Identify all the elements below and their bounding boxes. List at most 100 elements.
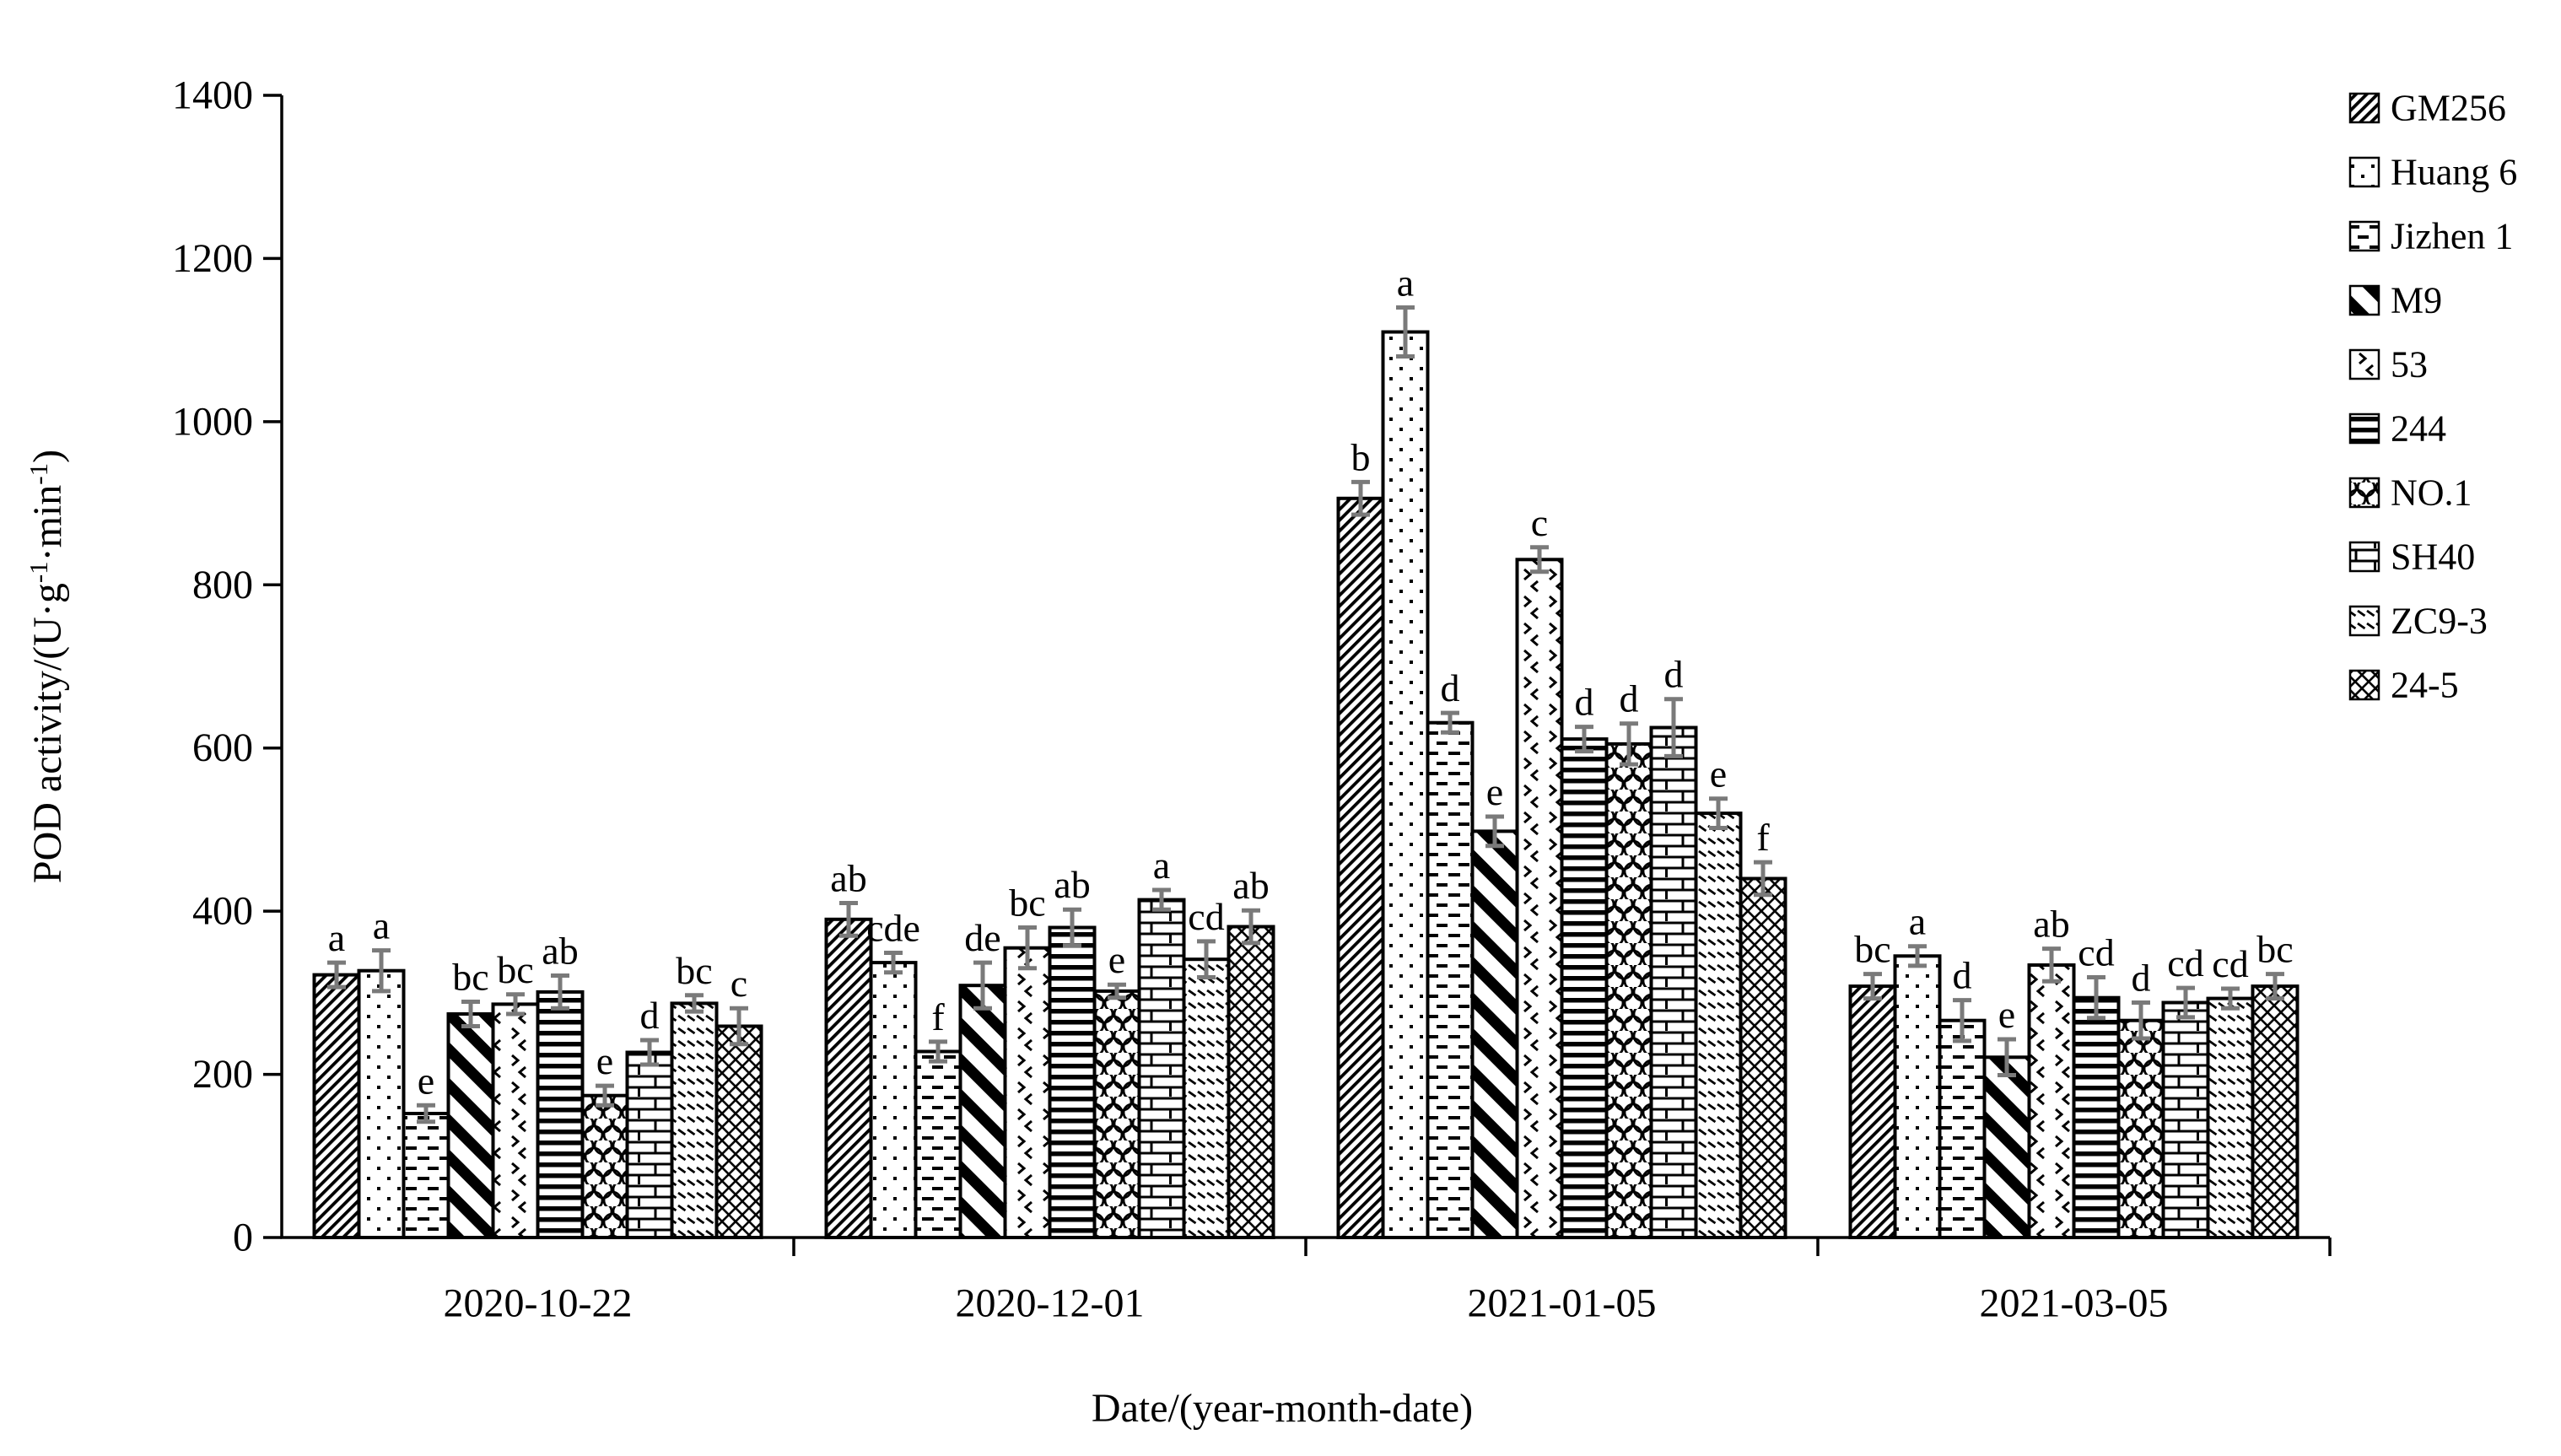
error-bar-huang-6-2020-10-22 bbox=[372, 948, 391, 994]
legend-item-sh40: SH40 bbox=[2348, 537, 2475, 578]
x-category-label-2021-03-05: 2021-03-05 bbox=[1980, 1281, 2169, 1326]
sig-letter-244-2021-03-05: cd bbox=[2078, 931, 2114, 974]
legend-swatch-m9 bbox=[2348, 284, 2380, 316]
y-tick-label-400: 400 bbox=[192, 889, 253, 934]
error-bar-sh40-2021-03-05 bbox=[2176, 985, 2195, 1020]
legend-label-huang-6: Huang 6 bbox=[2391, 152, 2517, 193]
sig-letter-no-1-2020-12-01: e bbox=[1108, 938, 1125, 981]
error-bar-jizhen-1-2020-12-01 bbox=[929, 1039, 947, 1064]
sig-letter-53-2020-12-01: bc bbox=[1009, 882, 1045, 925]
legend-label-24-5: 24-5 bbox=[2391, 665, 2459, 706]
error-bar-zc9-3-2021-01-05 bbox=[1709, 796, 1728, 830]
sig-letter-sh40-2021-03-05: cd bbox=[2167, 941, 2203, 984]
error-bar-no-1-2021-03-05 bbox=[2132, 1000, 2150, 1041]
sig-letter-24-5-2021-01-05: f bbox=[1756, 816, 1770, 859]
legend-item-24-5: 24-5 bbox=[2348, 665, 2459, 706]
bar-huang-6-2020-12-01 bbox=[869, 961, 918, 1239]
y-tick-label-200: 200 bbox=[192, 1052, 253, 1097]
error-bar-244-2020-10-22 bbox=[551, 973, 569, 1011]
bar-sh40-2021-03-05 bbox=[2161, 1000, 2210, 1239]
legend-swatch-gm256 bbox=[2348, 92, 2380, 124]
sig-letter-m9-2020-10-22: bc bbox=[452, 956, 488, 999]
error-bar-huang-6-2021-01-05 bbox=[1396, 305, 1415, 359]
x-category-label-2021-01-05: 2021-01-05 bbox=[1468, 1281, 1657, 1326]
error-bar-m9-2020-10-22 bbox=[461, 1000, 480, 1028]
legend-item-m9: M9 bbox=[2348, 280, 2442, 321]
error-bar-53-2020-12-01 bbox=[1018, 925, 1037, 971]
error-bar-53-2020-10-22 bbox=[506, 992, 525, 1017]
bar-zc9-3-2021-01-05 bbox=[1694, 812, 1743, 1239]
sig-letter-zc9-3-2021-01-05: e bbox=[1710, 752, 1727, 795]
error-bar-244-2020-12-01 bbox=[1063, 907, 1081, 948]
sig-letter-53-2021-01-05: c bbox=[1531, 501, 1548, 544]
sig-letter-huang-6-2021-03-05: a bbox=[1909, 900, 1926, 943]
legend-item-244: 244 bbox=[2348, 408, 2446, 450]
error-bar-no-1-2020-10-22 bbox=[596, 1083, 614, 1108]
bar-zc9-3-2020-12-01 bbox=[1182, 957, 1231, 1239]
y-tick-label-1000: 1000 bbox=[172, 399, 253, 444]
error-bar-m9-2021-03-05 bbox=[1998, 1037, 2016, 1077]
bar-24-5-2021-01-05 bbox=[1739, 876, 1787, 1239]
bar-no-1-2020-10-22 bbox=[580, 1093, 629, 1239]
sig-letter-jizhen-1-2021-03-05: d bbox=[1953, 954, 1972, 997]
error-bar-huang-6-2021-03-05 bbox=[1908, 944, 1927, 968]
bar-no-1-2021-03-05 bbox=[2116, 1018, 2165, 1239]
legend-label-gm256: GM256 bbox=[2391, 88, 2506, 129]
sig-letter-huang-6-2020-10-22: a bbox=[373, 904, 390, 947]
error-bar-24-5-2020-12-01 bbox=[1242, 908, 1260, 946]
error-bar-no-1-2021-01-05 bbox=[1620, 721, 1638, 767]
bar-m9-2020-12-01 bbox=[958, 984, 1007, 1239]
error-bar-m9-2020-12-01 bbox=[973, 960, 992, 1011]
bar-m9-2021-03-05 bbox=[1982, 1055, 2031, 1240]
bar-53-2020-10-22 bbox=[491, 1002, 540, 1240]
sig-letter-no-1-2020-10-22: e bbox=[596, 1039, 613, 1082]
legend-label-no-1: NO.1 bbox=[2391, 472, 2472, 514]
bar-53-2020-12-01 bbox=[1003, 946, 1052, 1239]
bar-244-2020-10-22 bbox=[536, 990, 585, 1240]
bar-m9-2021-01-05 bbox=[1470, 829, 1519, 1240]
error-bar-gm256-2020-10-22 bbox=[327, 960, 346, 990]
sig-letter-244-2020-12-01: ab bbox=[1054, 863, 1090, 906]
bar-gm256-2021-03-05 bbox=[1848, 984, 1897, 1239]
y-tick-label-1200: 1200 bbox=[172, 236, 253, 281]
error-bar-24-5-2021-01-05 bbox=[1754, 860, 1772, 898]
y-tick-label-0: 0 bbox=[233, 1216, 253, 1260]
bar-53-2021-03-05 bbox=[2027, 963, 2076, 1239]
legend-label-m9: M9 bbox=[2391, 280, 2442, 321]
legend-swatch-53 bbox=[2348, 348, 2380, 380]
error-bar-gm256-2020-12-01 bbox=[839, 901, 858, 938]
bar-huang-6-2020-10-22 bbox=[357, 968, 406, 1239]
bar-244-2021-03-05 bbox=[2072, 995, 2121, 1239]
error-bar-sh40-2020-10-22 bbox=[640, 1038, 659, 1067]
sig-letter-24-5-2020-12-01: ab bbox=[1232, 864, 1269, 907]
sig-letter-huang-6-2021-01-05: a bbox=[1397, 262, 1414, 305]
sig-letter-244-2021-01-05: d bbox=[1575, 681, 1594, 724]
error-bar-jizhen-1-2021-01-05 bbox=[1441, 710, 1459, 735]
y-axis-title: POD activity/(U·g-1·min-1) bbox=[24, 450, 70, 883]
bar-24-5-2020-12-01 bbox=[1227, 925, 1275, 1239]
error-bar-24-5-2021-03-05 bbox=[2266, 972, 2284, 1001]
bar-sh40-2021-01-05 bbox=[1649, 725, 1698, 1239]
bar-gm256-2020-12-01 bbox=[824, 917, 873, 1240]
error-bar-no-1-2020-12-01 bbox=[1108, 982, 1126, 1000]
sig-letter-244-2020-10-22: ab bbox=[542, 930, 578, 973]
bar-huang-6-2021-01-05 bbox=[1381, 330, 1430, 1239]
sig-letter-zc9-3-2021-03-05: cd bbox=[2212, 942, 2248, 985]
error-bar-53-2021-03-05 bbox=[2042, 946, 2061, 984]
sig-letter-jizhen-1-2020-10-22: e bbox=[418, 1059, 434, 1102]
legend-item-no-1: NO.1 bbox=[2348, 472, 2472, 514]
bar-244-2021-01-05 bbox=[1560, 737, 1609, 1239]
sig-letter-24-5-2020-10-22: c bbox=[731, 962, 747, 1005]
sig-letter-gm256-2021-01-05: b bbox=[1351, 435, 1371, 478]
legend-swatch-huang-6 bbox=[2348, 156, 2380, 188]
legend-item-jizhen-1: Jizhen 1 bbox=[2348, 216, 2513, 257]
bar-m9-2020-10-22 bbox=[446, 1012, 495, 1239]
sig-letter-huang-6-2020-12-01: cde bbox=[866, 907, 920, 950]
legend-label-jizhen-1: Jizhen 1 bbox=[2391, 216, 2513, 257]
bar-53-2021-01-05 bbox=[1515, 558, 1564, 1239]
error-bar-gm256-2021-03-05 bbox=[1863, 972, 1882, 1001]
sig-letter-24-5-2021-03-05: bc bbox=[2256, 928, 2293, 971]
sig-letter-sh40-2020-10-22: d bbox=[640, 994, 660, 1037]
